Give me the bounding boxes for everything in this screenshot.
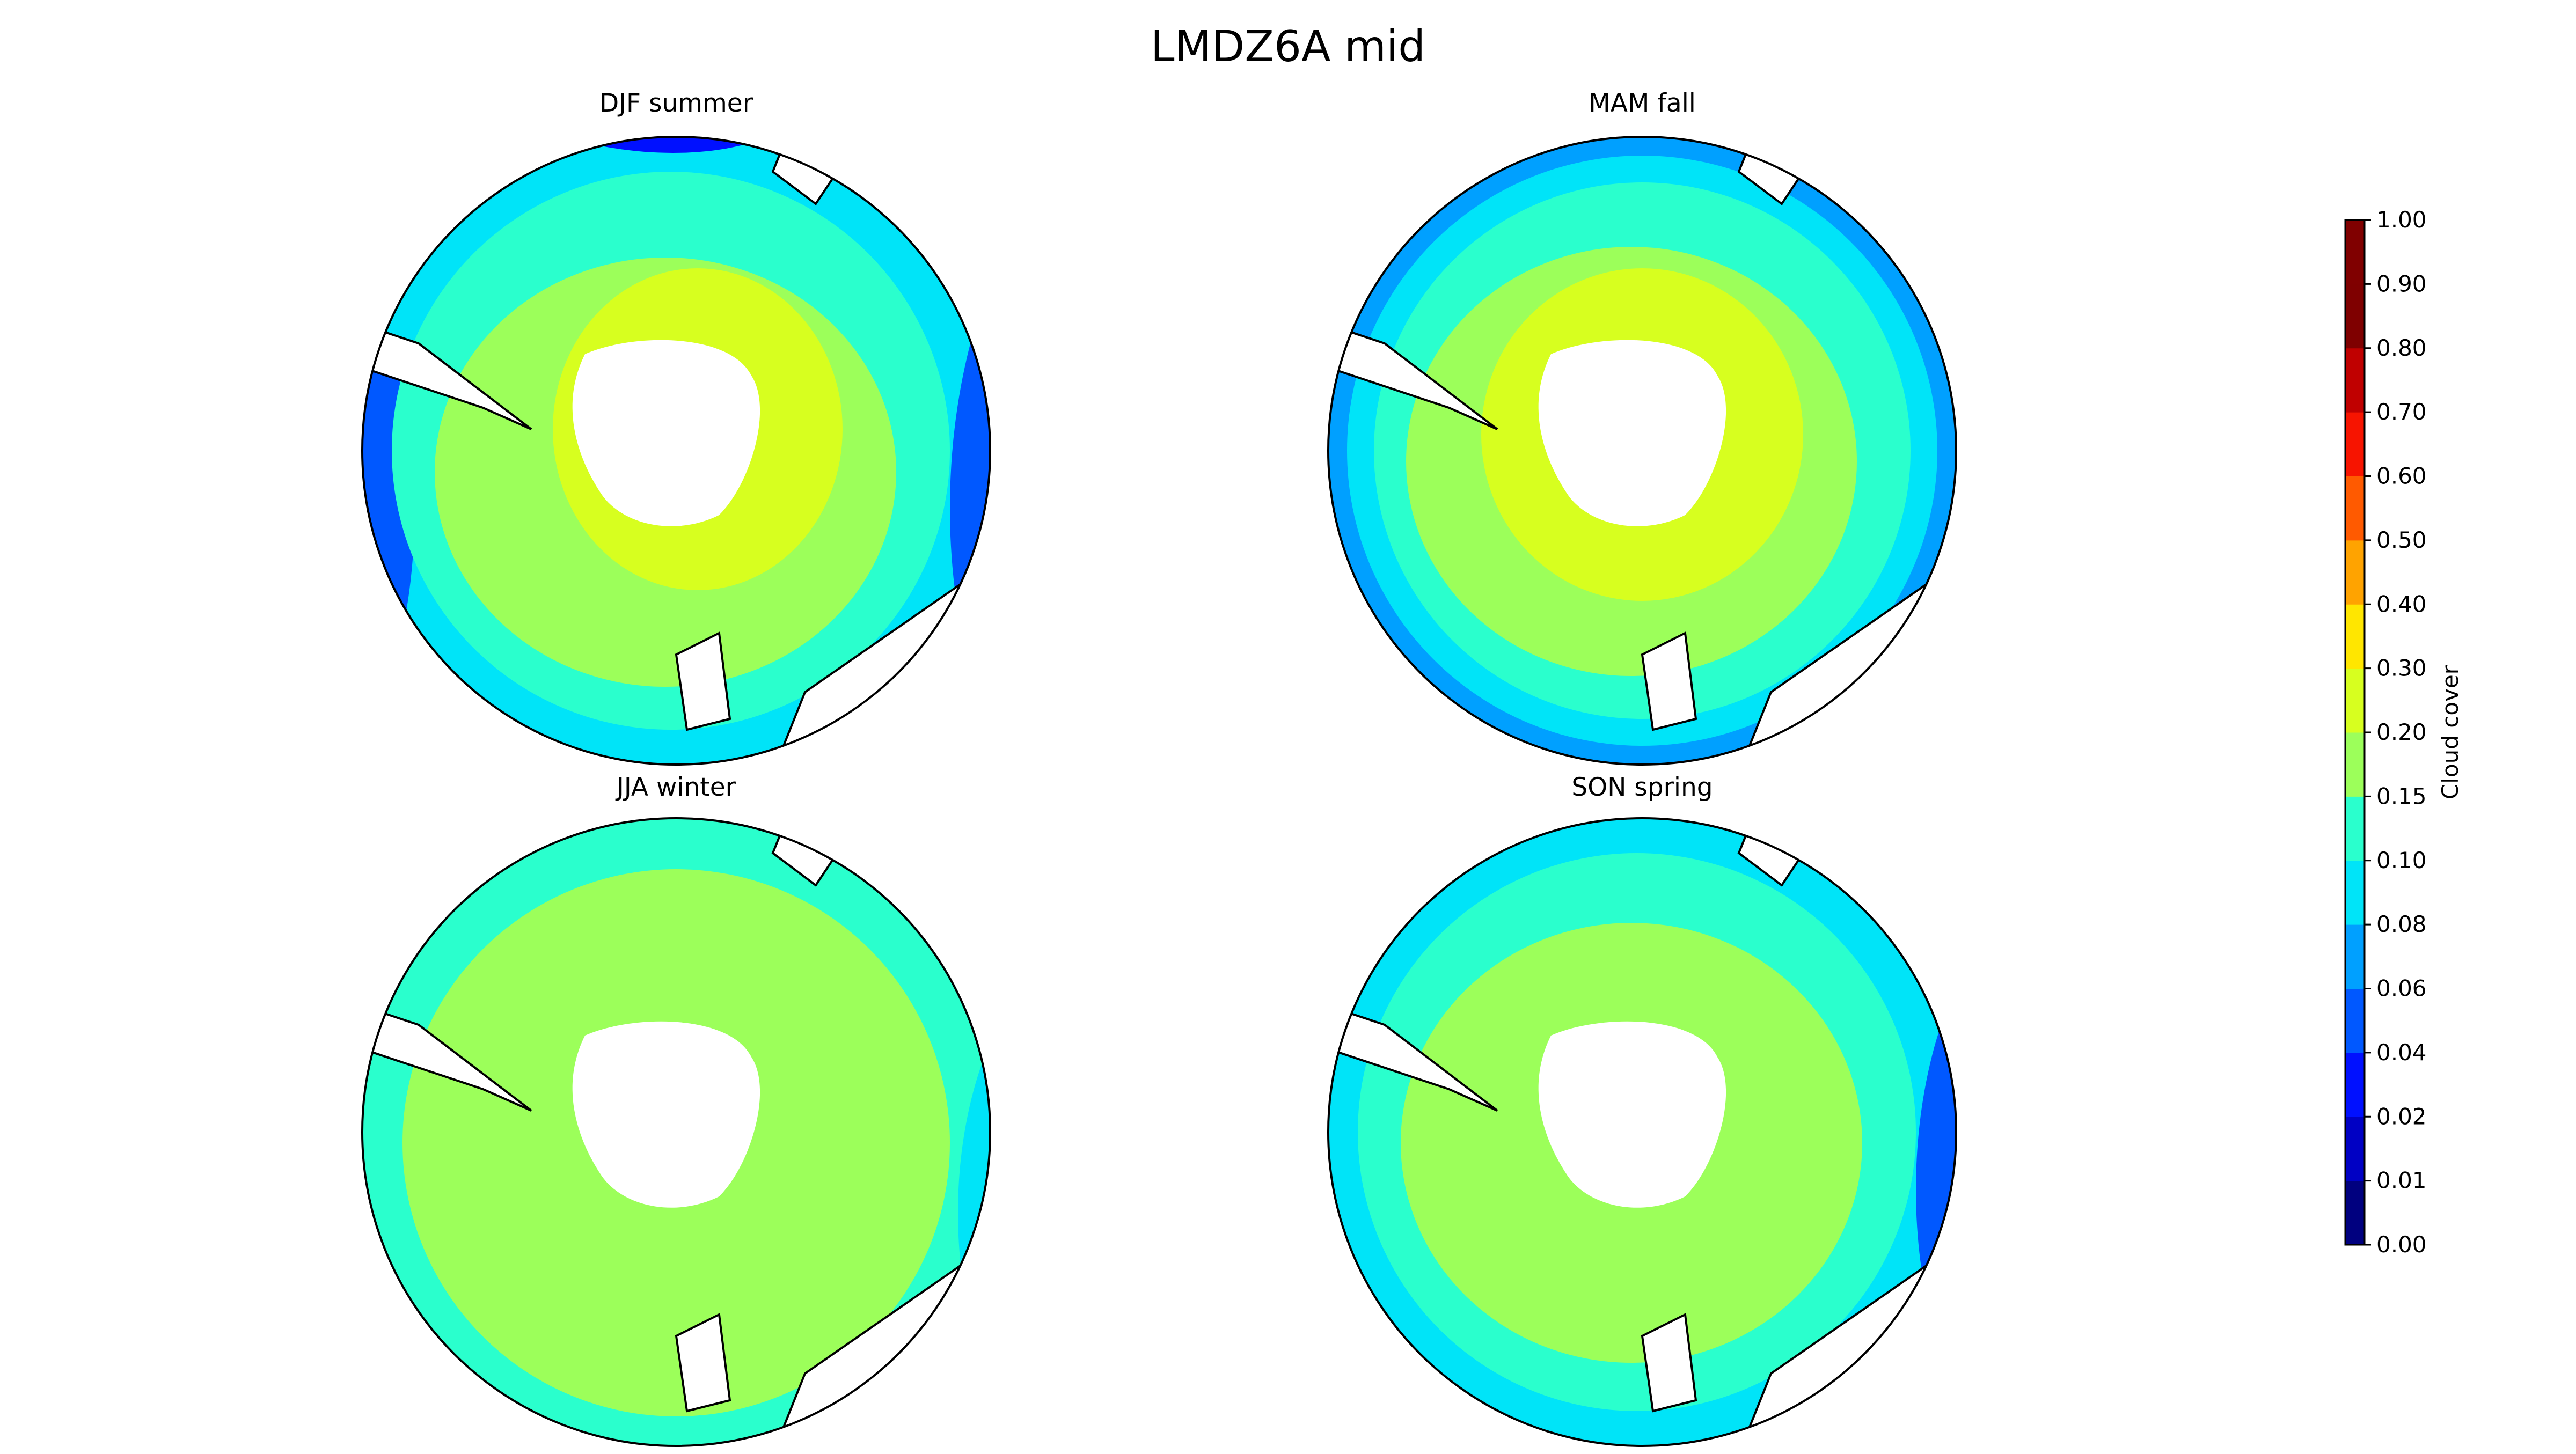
- colorbar-segment: [2345, 988, 2365, 1053]
- panel-title-jja: JJA winter: [617, 773, 736, 802]
- map-son: [1327, 817, 1957, 1447]
- colorbar-segment: [2345, 284, 2365, 349]
- colorbar-tick-label: 0.20: [2376, 719, 2427, 745]
- colorbar-tick-label: 0.08: [2376, 911, 2427, 937]
- figure-title: LMDZ6A mid: [1151, 21, 1425, 71]
- colorbar-segment: [2345, 924, 2365, 989]
- colorbar-tick-label: 0.10: [2376, 847, 2427, 873]
- map-djf: [361, 136, 991, 766]
- colorbar-segment: [2345, 1117, 2365, 1181]
- colorbar-tick-label: 0.70: [2376, 399, 2427, 425]
- colorbar-tick-label: 0.30: [2376, 655, 2427, 681]
- colorbar-segment: [2345, 1180, 2365, 1245]
- colorbar-tick-label: 0.00: [2376, 1231, 2427, 1258]
- colorbar-tick-label: 0.06: [2376, 975, 2427, 1002]
- panel-title-mam: MAM fall: [1589, 89, 1696, 118]
- map-jja: [361, 817, 991, 1447]
- colorbar-segment: [2345, 732, 2365, 797]
- colorbar-ticks: 0.00 0.01 0.02 0.04 0.06 0.08 0.10 0.15 0.20 0.30…: [2365, 207, 2427, 1258]
- colorbar-segment: [2345, 860, 2365, 925]
- colorbar-tick-label: 0.60: [2376, 463, 2427, 489]
- colorbar-tick-label: 0.01: [2376, 1167, 2427, 1194]
- colorbar-tick-label: 1.00: [2376, 207, 2427, 233]
- colorbar-segment: [2345, 796, 2365, 861]
- colorbar-segment: [2345, 220, 2365, 284]
- map-mam: [1327, 136, 1957, 766]
- colorbar-segment: [2345, 476, 2365, 541]
- colorbar-segment: [2345, 348, 2365, 413]
- panel-title-son: SON spring: [1571, 773, 1713, 802]
- colorbar-segment: [2345, 412, 2365, 476]
- colorbar-segment: [2345, 604, 2365, 669]
- colorbar-tick-label: 0.04: [2376, 1039, 2427, 1066]
- colorbar-tick-label: 0.50: [2376, 527, 2427, 553]
- colorbar-segment: [2345, 540, 2365, 605]
- colorbar-tick-label: 0.80: [2376, 335, 2427, 361]
- colorbar-segment: [2345, 1052, 2365, 1117]
- colorbar-label: Cloud cover: [2437, 665, 2463, 799]
- panel-title-djf: DJF summer: [599, 89, 753, 118]
- colorbar-segments: [2344, 219, 2366, 1246]
- colorbar-tick-label: 0.15: [2376, 783, 2427, 809]
- colorbar-tick-label: 0.90: [2376, 270, 2427, 297]
- colorbar-tick-label: 0.02: [2376, 1103, 2427, 1129]
- colorbar-segment: [2345, 668, 2365, 733]
- colorbar-tick-label: 0.40: [2376, 591, 2427, 617]
